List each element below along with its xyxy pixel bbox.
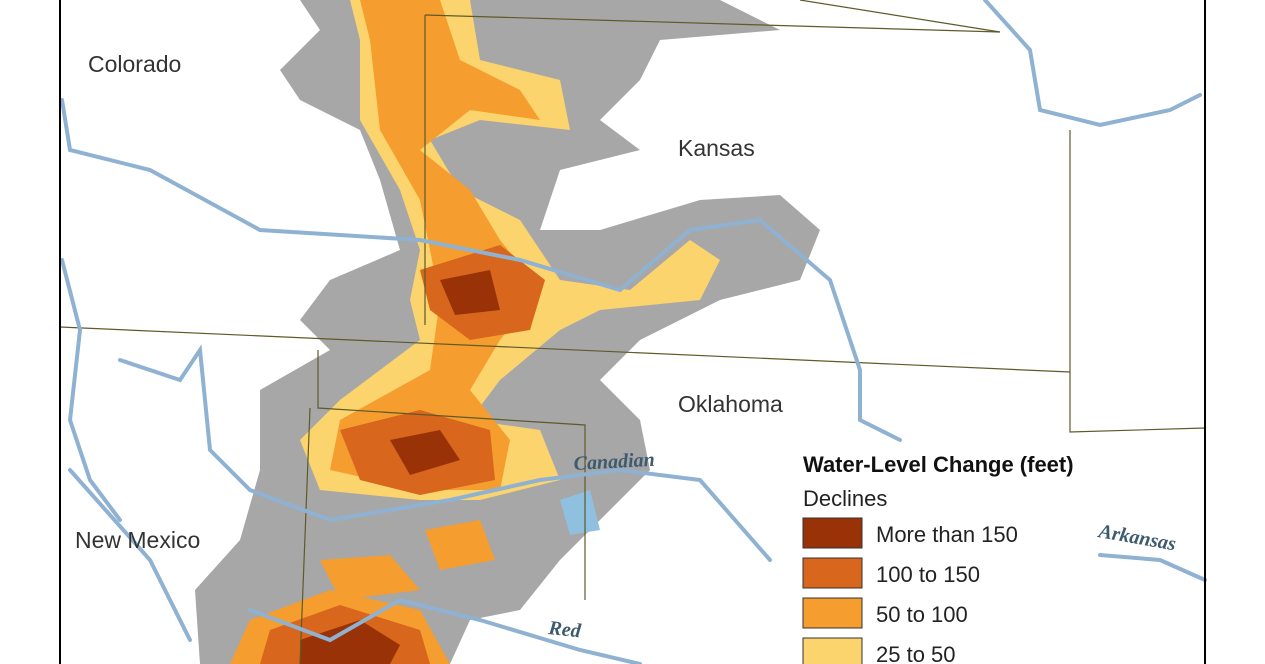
- state-label: Kansas: [678, 135, 755, 161]
- legend-label: More than 150: [876, 522, 1018, 547]
- legend-title: Water-Level Change (feet): [803, 452, 1074, 477]
- legend-label: 50 to 100: [876, 602, 968, 627]
- state-borders: [59, 0, 1206, 664]
- state-label: Oklahoma: [678, 391, 783, 417]
- legend-label: 100 to 150: [876, 562, 980, 587]
- rivers: [60, 0, 1207, 664]
- declines: [230, 0, 720, 664]
- state-label: Colorado: [88, 51, 181, 77]
- legend-background: [790, 445, 1090, 664]
- legend-swatch: [802, 637, 863, 664]
- legend-label: 25 to 50: [876, 642, 956, 664]
- legend-swatch: [802, 517, 863, 549]
- legend-swatch: [802, 557, 863, 589]
- legend-subtitle: Declines: [803, 486, 887, 511]
- river-label: Red: [546, 617, 582, 642]
- frame: [59, 0, 1206, 664]
- legend-swatch: [802, 597, 863, 629]
- state-label: New Mexico: [75, 527, 200, 553]
- river-label: Canadian: [573, 449, 655, 475]
- legend-items: More than 150 100 to 150 50 to 100 25 to 50: [802, 517, 1018, 664]
